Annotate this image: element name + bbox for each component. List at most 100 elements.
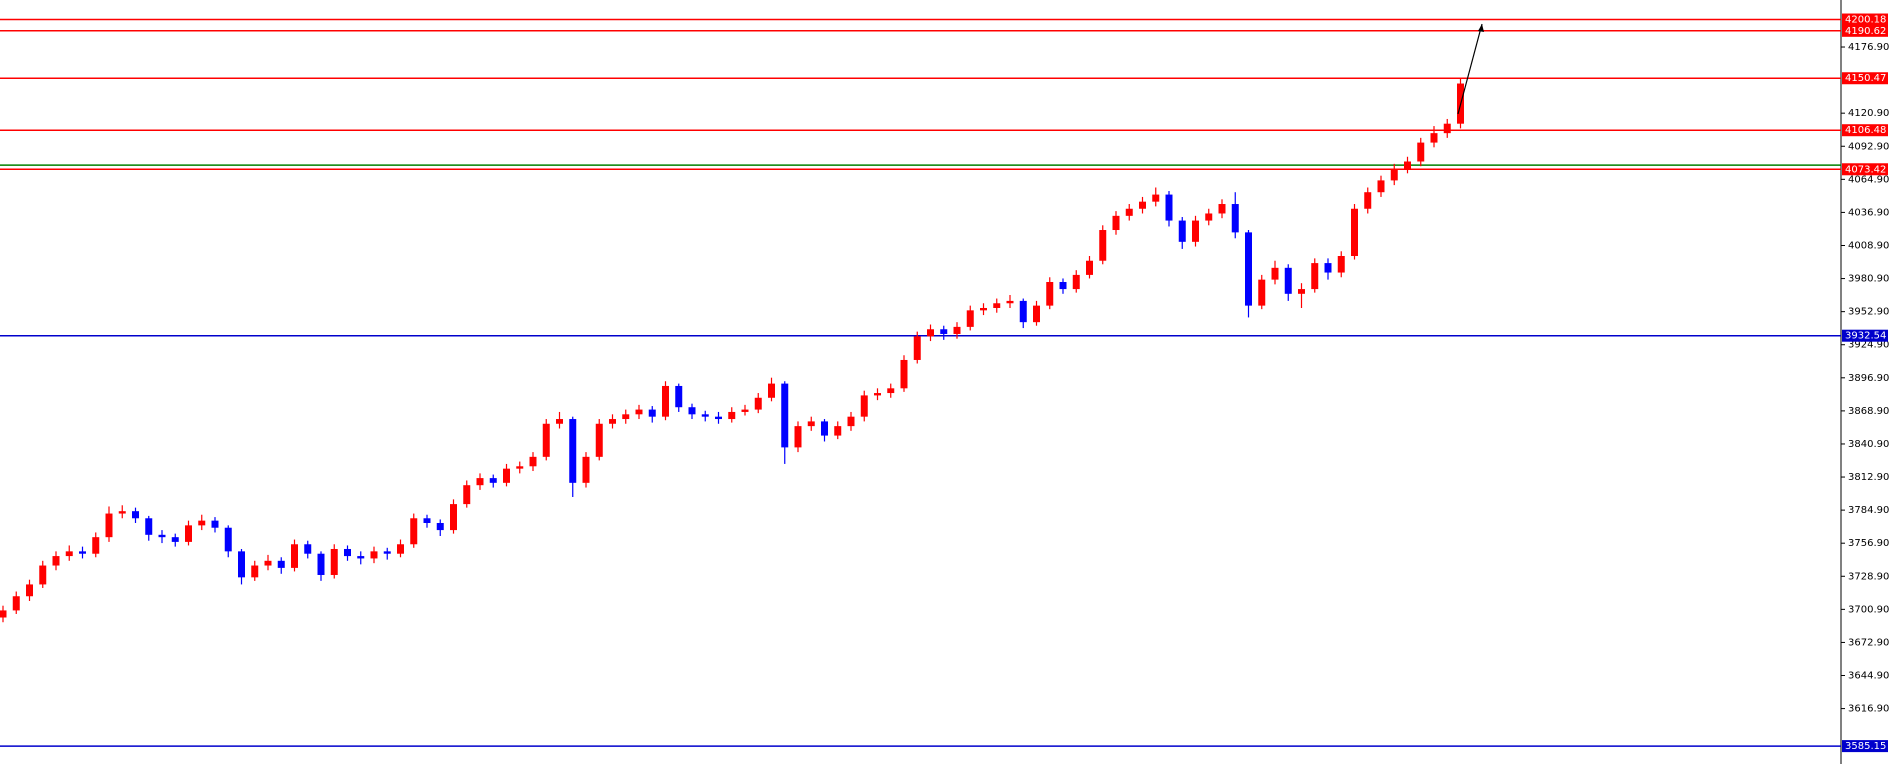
candle-body	[383, 551, 391, 554]
candle-body	[1390, 168, 1398, 181]
candle-body	[397, 544, 404, 554]
y-tick-label: 3672.90	[1848, 637, 1889, 648]
candle-body	[1404, 161, 1411, 169]
y-tick-label: 4036.90	[1848, 207, 1889, 218]
y-tick-label: 3840.90	[1848, 439, 1889, 450]
candle-body	[927, 329, 934, 337]
candle-body	[953, 326, 961, 334]
y-tick-label: 3700.90	[1848, 604, 1889, 615]
candle-body	[476, 478, 484, 486]
candle-body	[1006, 300, 1014, 304]
candle-body	[12, 596, 20, 611]
candle-body	[118, 511, 126, 514]
candle-body	[65, 551, 73, 557]
candle-body	[1271, 267, 1279, 280]
candle-body	[715, 416, 722, 420]
candle-body	[1284, 267, 1292, 294]
candle-body	[1205, 213, 1213, 221]
candle-body	[145, 518, 153, 535]
candle-body	[1231, 204, 1239, 233]
y-tick-label: 4064.90	[1848, 174, 1889, 185]
candle-body	[688, 407, 696, 415]
candle-body	[741, 409, 749, 412]
level-label: 4200.18	[1845, 15, 1886, 26]
candle-body	[238, 551, 245, 578]
level-label-box	[1842, 329, 1888, 342]
candle-body	[1086, 260, 1093, 275]
candle-body	[966, 310, 974, 327]
candle-body	[211, 520, 219, 528]
candle-body	[291, 544, 298, 568]
level-label-box	[1842, 13, 1888, 26]
candle-body	[1192, 220, 1199, 242]
candle-body	[913, 336, 921, 360]
candle-body	[675, 385, 683, 408]
candle-body	[648, 409, 656, 417]
candle-body	[1218, 204, 1226, 214]
y-tick-label: 3616.90	[1848, 704, 1889, 715]
candle-body	[357, 556, 365, 559]
candle-body	[1178, 220, 1186, 242]
candle-body	[158, 534, 166, 538]
candle-body	[728, 411, 736, 420]
candle-body	[264, 560, 272, 566]
candle-body	[569, 419, 577, 483]
candle-body	[26, 584, 33, 597]
candle-body	[582, 456, 590, 483]
candle-body	[701, 414, 709, 417]
candle-body	[1046, 281, 1054, 306]
candle-body	[198, 520, 206, 526]
level-label-box	[1842, 163, 1888, 176]
trend-arrow	[1478, 24, 1484, 32]
candle-body	[980, 307, 987, 311]
y-tick-label: 3924.90	[1848, 340, 1889, 351]
price-axis: 4176.90 4120.90 4092.90 4064.90 4036.90 4008.…	[1841, 13, 1889, 753]
y-tick-label: 4008.90	[1848, 240, 1889, 251]
candle-body	[542, 423, 550, 457]
candle-body	[185, 525, 192, 542]
candle-body	[1430, 133, 1438, 143]
candle-body	[52, 556, 60, 566]
candle-body	[1139, 201, 1146, 209]
trend-line	[1457, 23, 1483, 115]
candle-body	[0, 610, 7, 618]
candle-body	[1417, 142, 1425, 162]
candle-body	[450, 504, 457, 531]
y-tick-label: 3812.90	[1848, 472, 1889, 483]
candle-body	[92, 537, 100, 554]
y-tick-label: 3952.90	[1848, 307, 1889, 318]
candle-body	[609, 419, 616, 424]
candle-body	[1324, 263, 1332, 273]
candle-body	[1033, 305, 1040, 323]
candle-body	[940, 329, 948, 334]
level-label-box	[1842, 24, 1888, 37]
candle-body	[662, 385, 669, 417]
candle-body	[132, 511, 139, 519]
y-tick-label: 4176.90	[1848, 42, 1889, 53]
levels	[0, 18, 1841, 747]
candle-body	[768, 383, 775, 398]
candle-body	[370, 551, 378, 559]
candle-body	[1112, 215, 1120, 231]
y-tick-label: 3784.90	[1848, 505, 1889, 516]
candle-body	[834, 426, 842, 436]
candle-body	[1298, 289, 1305, 294]
level-label: 4190.62	[1845, 26, 1886, 37]
candle-body	[1059, 281, 1067, 290]
candle-body	[794, 426, 802, 448]
candle-body	[224, 527, 232, 552]
candle-body	[410, 518, 418, 545]
candle-body	[489, 478, 497, 483]
candle-body	[1152, 194, 1160, 202]
candle-body	[900, 359, 908, 389]
candle-body	[1443, 123, 1451, 134]
candle-body	[1351, 208, 1358, 257]
candle-body	[595, 423, 603, 457]
candle-body	[1165, 194, 1173, 221]
level-label: 4073.42	[1845, 164, 1886, 175]
y-tick-label: 4120.90	[1848, 108, 1889, 119]
candle-body	[1377, 180, 1385, 193]
candle-body	[79, 551, 86, 554]
y-tick-label: 3896.90	[1848, 373, 1889, 384]
candle-body	[317, 553, 325, 575]
